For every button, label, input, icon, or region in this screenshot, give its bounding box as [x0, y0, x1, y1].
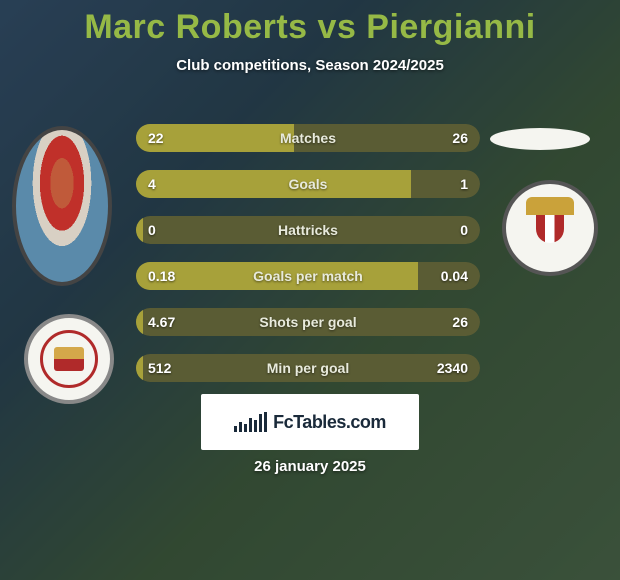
player-left-avatar — [12, 126, 112, 286]
page-subtitle: Club competitions, Season 2024/2025 — [0, 57, 620, 74]
branding-text: FcTables.com — [273, 412, 386, 433]
stat-label: Goals — [136, 170, 480, 198]
stat-row-matches: 2226Matches — [136, 124, 480, 152]
stats-bars: 2226Matches 41Goals 00Hattricks 0.180.04Goa… — [136, 124, 480, 400]
date-label: 26 january 2025 — [0, 458, 620, 475]
stat-label: Shots per goal — [136, 308, 480, 336]
branding-box: FcTables.com — [201, 394, 419, 450]
stat-row-goals-per-match: 0.180.04Goals per match — [136, 262, 480, 290]
club-right-crest-inner — [522, 197, 578, 259]
stat-row-shots-per-goal: 4.6726Shots per goal — [136, 308, 480, 336]
club-right-crest — [502, 180, 598, 276]
stat-label: Min per goal — [136, 354, 480, 382]
stat-row-min-per-goal: 5122340Min per goal — [136, 354, 480, 382]
club-left-crest-inner — [40, 330, 98, 388]
stat-label: Goals per match — [136, 262, 480, 290]
player-right-avatar — [490, 128, 590, 150]
stat-label: Matches — [136, 124, 480, 152]
branding-icon — [234, 412, 267, 432]
stat-label: Hattricks — [136, 216, 480, 244]
stat-row-hattricks: 00Hattricks — [136, 216, 480, 244]
content-root: Marc Roberts vs Piergianni Club competit… — [0, 0, 620, 580]
page-title: Marc Roberts vs Piergianni — [0, 8, 620, 47]
stat-row-goals: 41Goals — [136, 170, 480, 198]
club-left-crest — [24, 314, 114, 404]
